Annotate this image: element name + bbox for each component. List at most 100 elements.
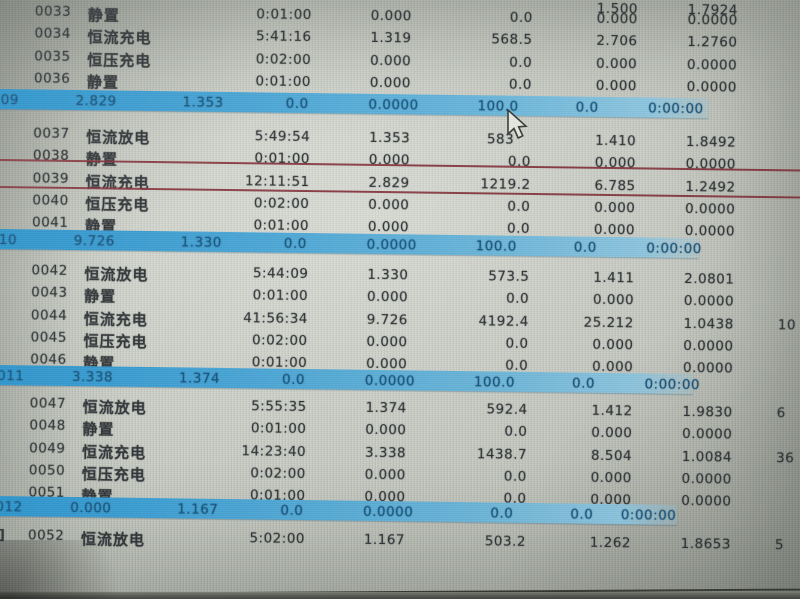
cell-energy: 1.262	[589, 534, 632, 552]
cell-voltage: 1.2492	[685, 178, 736, 196]
cell-current: 0.000	[368, 196, 410, 214]
cell-cycle-value: 0.0	[571, 375, 596, 392]
cell-time: 5:49:54	[254, 128, 311, 146]
cell-step-number: 0033	[34, 3, 72, 20]
cell-step-number: 0048	[29, 417, 66, 435]
cell-time: 0:01:00	[252, 287, 309, 305]
cell-step-name: 恒流放电	[84, 265, 149, 284]
cell-capacity: 583	[486, 131, 515, 148]
cell-energy: 0.000	[592, 336, 634, 354]
cell-energy: 1.410	[594, 132, 637, 150]
cell-cycle-value: 0:00:00	[647, 100, 704, 118]
cell-energy: 0.000	[594, 199, 636, 217]
cell-step-name: 恒压充电	[83, 332, 148, 351]
cell-capacity: 568.5	[491, 31, 533, 49]
cell-step-name: 静置	[87, 6, 120, 25]
cell-capacity: 0.0	[509, 54, 533, 71]
cell-cycle-value: 2.829	[75, 92, 117, 110]
cell-cycle-value: 0.000	[70, 499, 112, 517]
row-marker: -]	[0, 417, 1, 433]
cell-voltage: 1.9830	[682, 403, 733, 421]
cell-time: 41:56:34	[243, 309, 308, 327]
cell-step-number: 0043	[31, 284, 68, 302]
cell-time: 12:11:51	[244, 172, 310, 190]
cell-step-number: 0045	[30, 329, 68, 346]
cell-time: 0:02:00	[250, 465, 306, 482]
cell-voltage: 1.8653	[680, 535, 732, 553]
cell-capacity: 0.0	[508, 76, 533, 93]
cell-time: 5:44:09	[252, 265, 309, 283]
cell-step-number: 0052	[27, 527, 65, 544]
cell-current: 0.000	[366, 333, 408, 351]
cell-cycle-value: 0.0000	[368, 96, 419, 114]
cell-step-name: 恒流充电	[87, 28, 152, 48]
cell-current: 0.000	[370, 7, 412, 25]
cell-capacity: 0.0	[506, 290, 530, 308]
cell-step-number: 0044	[30, 307, 68, 324]
cell-cycle-value: 0.0	[281, 371, 306, 389]
cell-energy: 0.000	[596, 10, 638, 28]
row-marker: +]	[0, 526, 6, 544]
cell-step-name: 恒流充电	[81, 442, 147, 462]
cell-voltage: 2.0801	[684, 270, 735, 288]
cell-current: 0.000	[366, 289, 409, 306]
cell-time: 14:23:40	[241, 442, 307, 460]
cell-step-name: 恒流放电	[86, 128, 151, 147]
cell-cycle-value: 0.0	[283, 235, 307, 253]
table-row[interactable]: +] 0052 恒流放电 5:02:00 1.167 503.2 1.262 1.8653 5	[0, 527, 800, 560]
cell-step-name: 恒流放电	[80, 530, 146, 549]
cell-voltage: 0.0000	[686, 78, 738, 96]
cell-cycle-value: 0.0	[573, 239, 597, 256]
cell-step-name: 恒流充电	[83, 309, 148, 329]
cell-current: 0.000	[368, 152, 411, 169]
cell-voltage: 0.0000	[681, 470, 732, 488]
cell-voltage: 0.0000	[684, 200, 736, 218]
cell-energy: 25.212	[583, 314, 634, 331]
cell-cycle-value: 0.0000	[362, 503, 414, 521]
cell-time: 0:02:00	[251, 332, 308, 349]
cell-capacity: 503.2	[484, 533, 527, 550]
cell-energy: 8.504	[590, 447, 633, 464]
cell-cycle-value: 3.338	[71, 368, 114, 386]
cell-step-name: 恒压充电	[85, 195, 150, 214]
cell-energy: 1.411	[593, 269, 635, 287]
cell-energy: 2.706	[596, 33, 638, 50]
cell-voltage: 1.0438	[683, 315, 734, 333]
cell-current: 1.167	[363, 531, 406, 549]
cell-time: 0:01:00	[254, 150, 311, 168]
cell-capacity: 1438.7	[476, 445, 528, 463]
cell-step-number: 0037	[33, 125, 70, 142]
cell-step-number: 0047	[29, 395, 67, 412]
cell-voltage: 0.0000	[683, 337, 734, 355]
cell-energy: 1.412	[591, 402, 633, 420]
cell-extra-partial: 10	[777, 316, 797, 334]
cell-capacity: 0.0	[505, 335, 529, 352]
cell-current: 0.000	[369, 74, 412, 92]
cell-time: 5:02:00	[249, 530, 306, 548]
cell-capacity: 0.0	[504, 423, 528, 441]
cell-capacity: 592.4	[486, 401, 528, 418]
cell-cycle-value: 0.0	[285, 95, 309, 113]
cell-voltage: 0.0000	[686, 56, 738, 74]
cell-time: 0:01:00	[250, 420, 307, 438]
cell-step-number: 0035	[34, 48, 71, 65]
cell-voltage: 1.2760	[687, 34, 738, 51]
cell-cycle-value: 0.0	[280, 502, 304, 520]
cell-current: 2.829	[368, 174, 410, 191]
cell-extra-partial: 5	[774, 537, 785, 554]
cell-voltage: 1.0084	[681, 448, 733, 466]
cell-energy: 0.000	[590, 469, 632, 487]
cell-energy: 0.000	[595, 55, 638, 72]
cell-voltage: 1.8492	[685, 133, 737, 151]
cell-time: 5:41:16	[255, 28, 312, 46]
cell-cycle-value: 0.0000	[364, 372, 416, 390]
cell-cycle-value: 0:00:00	[644, 376, 701, 394]
cell-cycle-value: 0:00:00	[620, 507, 677, 524]
cell-step-number: 0036	[33, 70, 71, 87]
cell-step-name: 恒压充电	[81, 465, 146, 484]
mouse-cursor-icon	[507, 109, 528, 140]
cell-current: 0.000	[365, 422, 407, 439]
cell-time: 0:02:00	[253, 195, 310, 212]
